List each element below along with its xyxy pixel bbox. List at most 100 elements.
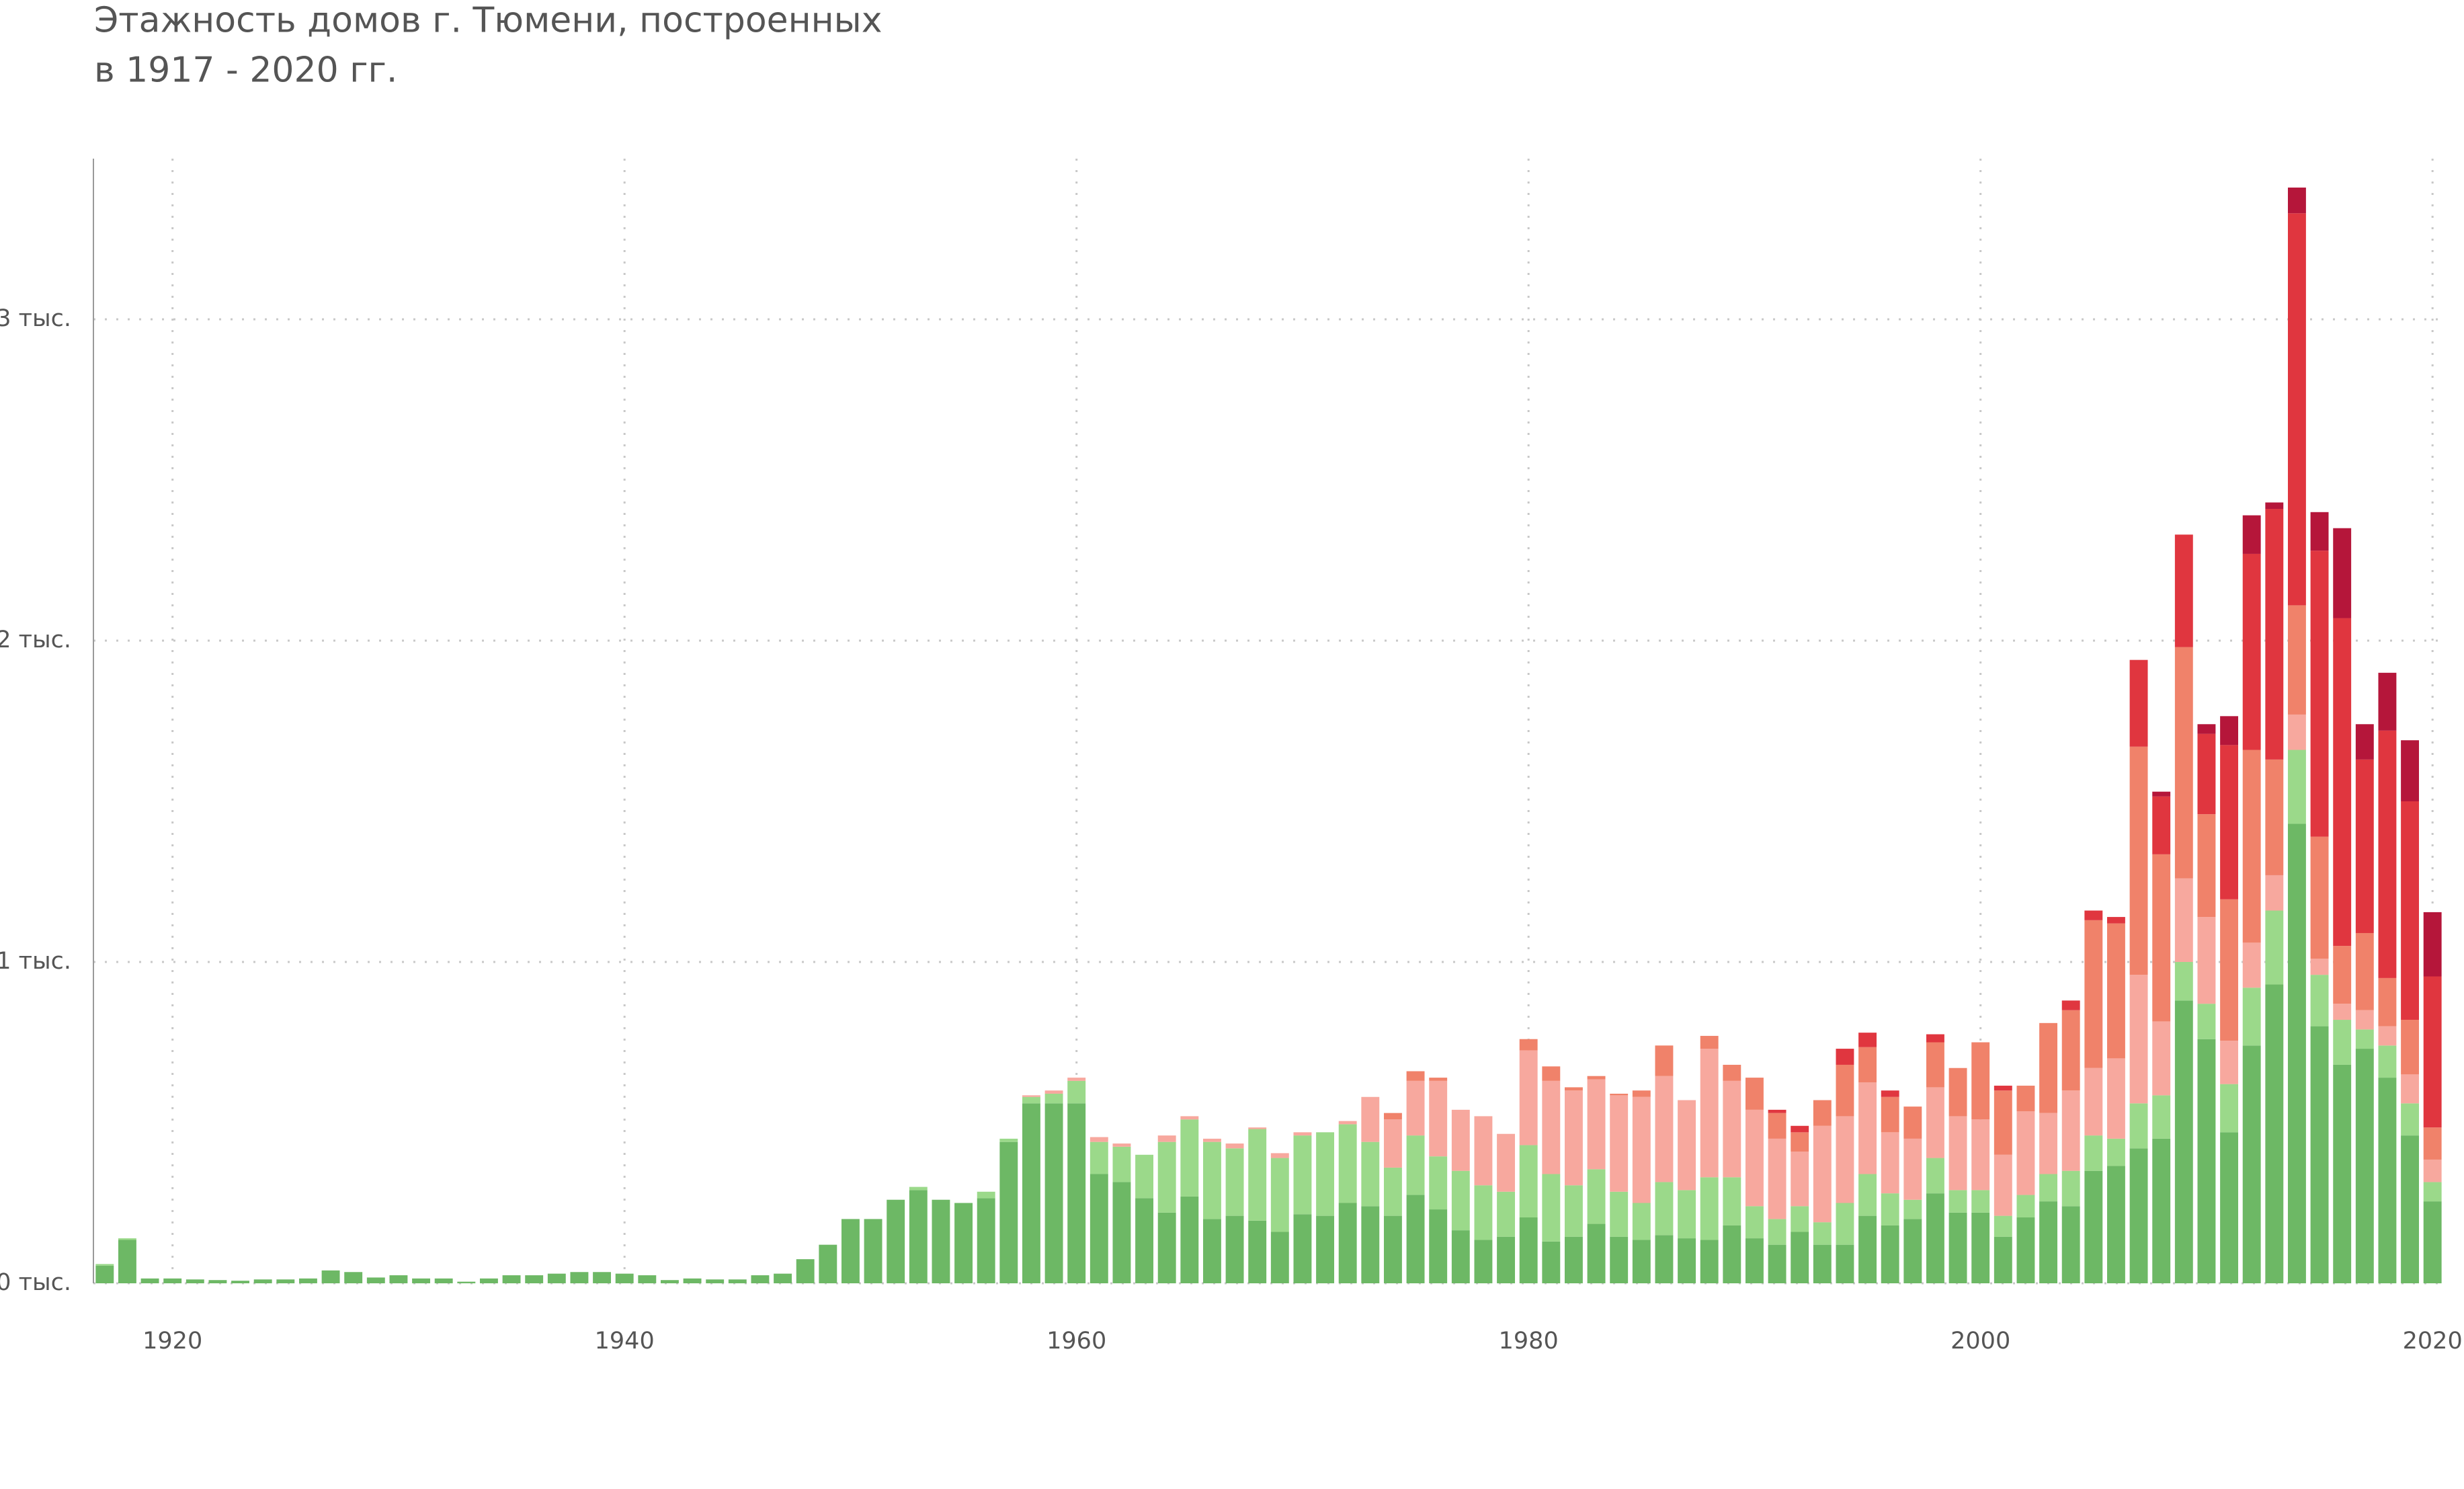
- bar-segment: [728, 1279, 747, 1283]
- bar-segment: [1948, 1068, 1967, 1117]
- bar-segment: [796, 1259, 815, 1283]
- bar-segment: [1768, 1244, 1787, 1283]
- chart-title: в 1917 - 2020 гг.: [94, 50, 397, 91]
- bar-segment: [1745, 1238, 1764, 1283]
- bar-segment: [1858, 1047, 1877, 1083]
- bar-segment: [1700, 1177, 1719, 1240]
- bar-segment: [2061, 1170, 2080, 1207]
- bar-segment: [1474, 1240, 1493, 1283]
- bar-segment: [1361, 1141, 1380, 1207]
- bar-segment: [2197, 733, 2216, 815]
- bar-segment: [1225, 1215, 1244, 1283]
- bar-segment: [1157, 1141, 1176, 1213]
- bar-segment: [1202, 1138, 1221, 1142]
- bar-segment: [2197, 814, 2216, 918]
- y-tick-label: 2 тыс.: [0, 627, 71, 653]
- bar-segment: [1406, 1135, 1425, 1195]
- bar-segment: [1948, 1116, 1967, 1191]
- bar-segment: [253, 1279, 272, 1283]
- bar-segment: [1225, 1143, 1244, 1149]
- y-tick-label: 0 тыс.: [0, 1269, 71, 1296]
- bar-segment: [389, 1275, 408, 1283]
- bar-segment: [276, 1279, 295, 1283]
- bar-segment: [1587, 1169, 1606, 1224]
- bar-segment: [2197, 724, 2216, 734]
- bar-segment: [1678, 1190, 1696, 1239]
- bar-segment: [1474, 1116, 1493, 1186]
- bar-segment: [2333, 528, 2352, 618]
- bar-segment: [1655, 1235, 1674, 1283]
- bar-segment: [2152, 1095, 2171, 1139]
- bar-segment: [1090, 1174, 1108, 1283]
- bar-segment: [1971, 1190, 1990, 1213]
- bar-segment: [2039, 1174, 2058, 1202]
- bar-segment: [2287, 823, 2306, 1283]
- bar-segment: [2265, 875, 2284, 911]
- bar-segment: [1791, 1232, 1809, 1283]
- bar-segment: [774, 1273, 792, 1283]
- bar-segment: [1858, 1215, 1877, 1283]
- bar-segment: [298, 1278, 317, 1283]
- bar-segment: [1519, 1050, 1538, 1145]
- bar-segment: [163, 1278, 182, 1283]
- x-tick-label: 2020: [2403, 1328, 2463, 1355]
- bar-segment: [2220, 1132, 2239, 1283]
- bar-segment: [1994, 1236, 2012, 1283]
- bar-segment: [1700, 1240, 1719, 1283]
- bar-segment: [1723, 1064, 1741, 1081]
- bar-segment: [2084, 910, 2103, 920]
- bar-segment: [1090, 1141, 1108, 1174]
- bar-segment: [2355, 724, 2374, 760]
- bar-segment: [118, 1240, 136, 1283]
- bar-segment: [977, 1198, 995, 1283]
- bar-segment: [1881, 1193, 1899, 1225]
- bar-segment: [2355, 1029, 2374, 1049]
- bar-segment: [2152, 796, 2171, 854]
- bar-segment: [683, 1278, 702, 1283]
- bar-segment: [2106, 923, 2125, 1059]
- bar-segment: [2355, 1049, 2374, 1283]
- bar-segment: [1248, 1127, 1267, 1129]
- bar-segment: [1316, 1132, 1335, 1216]
- bar-segment: [1858, 1174, 1877, 1216]
- bar-segment: [1564, 1236, 1583, 1283]
- bar-segment: [1270, 1153, 1289, 1158]
- bar-segment: [2423, 976, 2442, 1128]
- bar-segment: [1903, 1199, 1922, 1219]
- x-tick-label: 1980: [1499, 1328, 1559, 1355]
- bar-segment: [1858, 1082, 1877, 1174]
- bar-segment: [2287, 188, 2306, 214]
- bar-segment: [2310, 551, 2329, 837]
- bar-segment: [1813, 1244, 1832, 1283]
- bar-segment: [1836, 1244, 1854, 1283]
- bar-segment: [2197, 1004, 2216, 1039]
- bar-segment: [1497, 1133, 1516, 1192]
- bar-segment: [321, 1270, 340, 1283]
- bar-segment: [2242, 750, 2261, 943]
- bar-segment: [593, 1272, 612, 1283]
- bar-segment: [1723, 1080, 1741, 1178]
- bar-segment: [2287, 213, 2306, 606]
- bar-segment: [2355, 1010, 2374, 1030]
- bar-segment: [1293, 1132, 1312, 1136]
- bar-segment: [1948, 1212, 1967, 1283]
- bar-segment: [1383, 1119, 1402, 1168]
- bar-segment: [366, 1277, 385, 1283]
- bar-segment: [457, 1281, 476, 1283]
- x-tick-label: 1940: [595, 1328, 655, 1355]
- bar-segment: [1768, 1138, 1787, 1219]
- bar-segment: [2287, 605, 2306, 715]
- bar-segment: [1723, 1225, 1741, 1283]
- bar-segment: [909, 1186, 928, 1191]
- bar-segment: [2152, 791, 2171, 797]
- bar-segment: [2287, 714, 2306, 750]
- bar-segment: [2061, 1010, 2080, 1091]
- bar-segment: [1542, 1174, 1561, 1242]
- bar-segment: [140, 1278, 159, 1283]
- bar-segment: [1745, 1206, 1764, 1239]
- bar-segment: [1429, 1156, 1448, 1210]
- bar-segment: [1632, 1240, 1651, 1283]
- bar-segment: [2265, 910, 2284, 985]
- bar-segment: [1791, 1125, 1809, 1133]
- bar-segment: [1881, 1132, 1899, 1194]
